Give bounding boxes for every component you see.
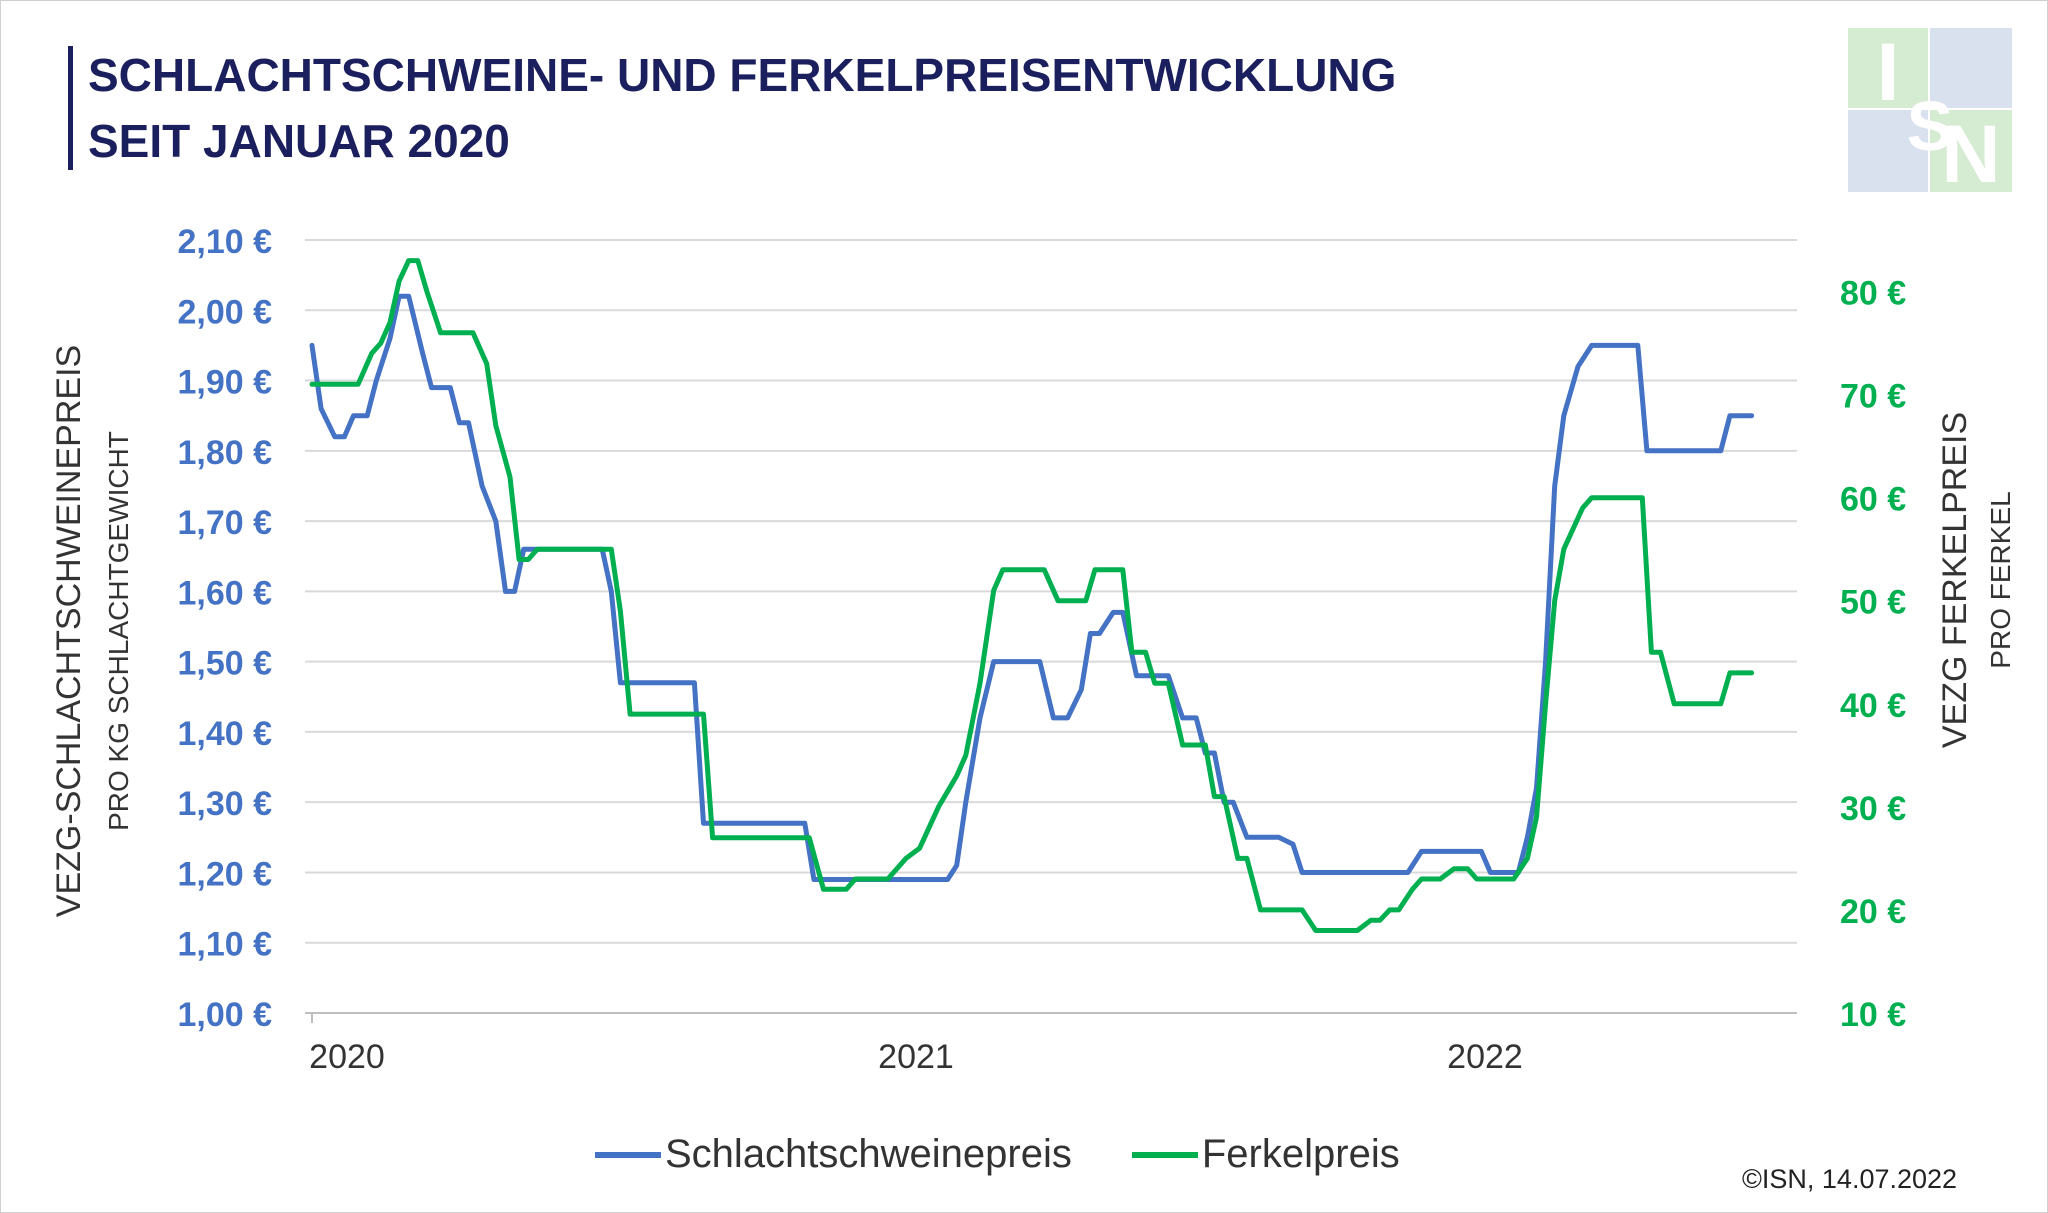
left-tick-label: 1,50 € [177, 645, 272, 683]
left-tick-label: 1,90 € [177, 364, 272, 402]
x-tick-label: 2020 [309, 1038, 385, 1076]
left-tick-label: 1,40 € [177, 715, 272, 753]
right-tick-label: 80 € [1840, 275, 1906, 313]
right-axis-subtitle: PRO FERKEL [1985, 491, 2016, 668]
pig-icon [1850, 132, 1910, 176]
right-tick-label: 70 € [1840, 378, 1906, 416]
left-axis-subtitle: PRO KG SCHLACHTGEWICHT [103, 431, 134, 831]
right-axis-title: VEZG FERKELPREIS [1936, 412, 1974, 748]
series-line-ferkelpreis [309, 258, 1755, 933]
right-tick-label: 40 € [1840, 687, 1906, 725]
left-tick-label: 2,10 € [177, 223, 272, 261]
left-tick-label: 1,20 € [177, 855, 272, 893]
legend-label-ferkelpreis: Ferkelpreis [1201, 1132, 1400, 1176]
left-tick-label: 1,80 € [177, 434, 272, 472]
right-tick-label: 60 € [1840, 481, 1906, 519]
logo-letter-i: I [1877, 28, 1900, 118]
x-tick-label: 2021 [878, 1038, 954, 1076]
legend-item-schlachtschweinepreis: Schlachtschweinepreis [595, 1132, 1072, 1177]
legend-swatch-green [1131, 1151, 1198, 1158]
left-tick-label: 1,30 € [177, 785, 272, 823]
legend-item-ferkelpreis: Ferkelpreis [1131, 1132, 1400, 1177]
title-line-2: SEIT JANUAR 2020 [88, 115, 510, 167]
right-tick-label: 10 € [1840, 996, 1906, 1034]
right-tick-label: 50 € [1840, 584, 1906, 622]
left-tick-label: 1,70 € [177, 504, 272, 542]
copyright-note: ©ISN, 14.07.2022 [1742, 1164, 1958, 1194]
legend-swatch-blue [595, 1151, 661, 1158]
right-tick-label: 30 € [1840, 790, 1906, 828]
right-tick-label: 20 € [1840, 893, 1906, 931]
page-title: SCHLACHTSCHWEINE- UND FERKELPREISENTWICK… [88, 42, 1396, 174]
left-axis-title: VEZG-SCHLACHTSCHWEINEPREIS [50, 345, 88, 917]
title-accent-bar [68, 46, 73, 170]
isn-logo: I S N [1848, 28, 2012, 192]
left-tick-label: 1,00 € [177, 996, 272, 1034]
x-tick-label: 2022 [1447, 1038, 1523, 1076]
legend-label-schlachtschweinepreis: Schlachtschweinepreis [665, 1132, 1072, 1176]
left-tick-label: 1,10 € [177, 926, 272, 964]
logo-letter-n: N [1941, 109, 2000, 192]
left-tick-label: 1,60 € [177, 574, 272, 612]
title-line-1: SCHLACHTSCHWEINE- UND FERKELPREISENTWICK… [88, 49, 1397, 101]
chart-legend: Schlachtschweinepreis Ferkelpreis [595, 1132, 1460, 1177]
series-line-schlachtschweinepreis [309, 293, 1755, 882]
left-tick-label: 2,00 € [177, 293, 272, 331]
logo-letter-s: S [1907, 87, 1954, 165]
